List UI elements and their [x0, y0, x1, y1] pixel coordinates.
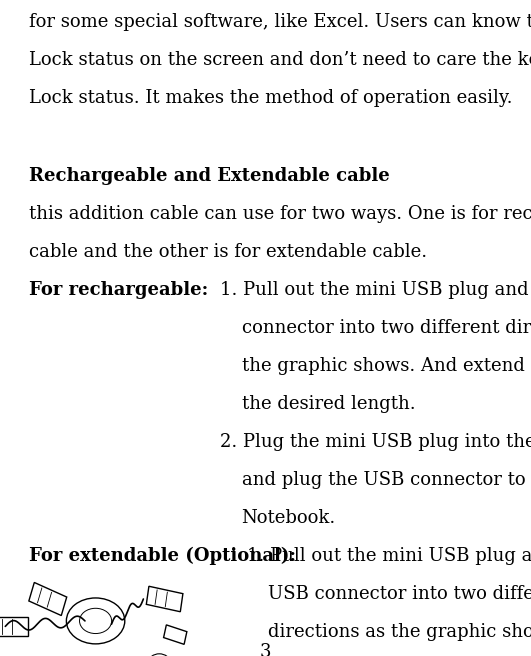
Text: USB connector into two different: USB connector into two different	[268, 585, 531, 603]
FancyBboxPatch shape	[29, 583, 67, 615]
FancyBboxPatch shape	[0, 617, 28, 636]
Text: cable and the other is for extendable cable.: cable and the other is for extendable ca…	[29, 243, 427, 260]
Text: directions as the graphic shows. And: directions as the graphic shows. And	[268, 623, 531, 641]
Ellipse shape	[66, 598, 125, 644]
FancyBboxPatch shape	[147, 586, 183, 612]
Text: Rechargeable and Extendable cable: Rechargeable and Extendable cable	[29, 167, 390, 184]
Text: the desired length.: the desired length.	[242, 395, 415, 413]
Text: 1. Pull out the mini USB plug and the: 1. Pull out the mini USB plug and the	[247, 547, 531, 565]
Text: this addition cable can use for two ways. One is for rechargeable: this addition cable can use for two ways…	[29, 205, 531, 222]
Text: For extendable (Optional):: For extendable (Optional):	[29, 547, 296, 565]
Text: for some special software, like Excel. Users can know the Num: for some special software, like Excel. U…	[29, 13, 531, 31]
Text: and plug the USB connector to your: and plug the USB connector to your	[242, 471, 531, 489]
Text: Lock status on the screen and don’t need to care the keypad’s Num: Lock status on the screen and don’t need…	[29, 51, 531, 69]
Text: 1. Pull out the mini USB plug and the USB: 1. Pull out the mini USB plug and the US…	[220, 281, 531, 298]
Text: 3: 3	[260, 643, 271, 656]
Ellipse shape	[149, 654, 170, 656]
Text: 2. Plug the mini USB plug into the keypad: 2. Plug the mini USB plug into the keypa…	[220, 433, 531, 451]
Text: connector into two different directions as: connector into two different directions …	[242, 319, 531, 337]
Text: the graphic shows. And extend the cable to: the graphic shows. And extend the cable …	[242, 357, 531, 375]
Text: For rechargeable:: For rechargeable:	[29, 281, 209, 298]
Text: Lock status. It makes the method of operation easily.: Lock status. It makes the method of oper…	[29, 89, 513, 107]
FancyBboxPatch shape	[164, 625, 187, 644]
Ellipse shape	[80, 608, 112, 634]
Text: Notebook.: Notebook.	[242, 509, 336, 527]
